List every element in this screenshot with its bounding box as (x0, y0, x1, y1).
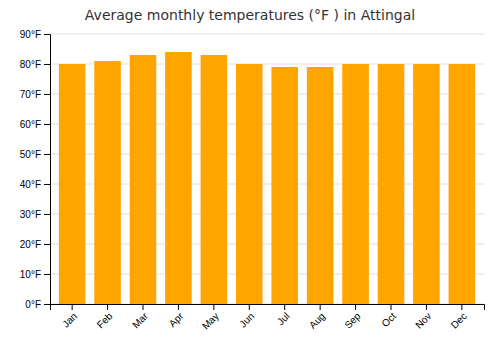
y-tick: 10°F (20, 269, 50, 280)
x-tick-label: Aug (307, 310, 327, 330)
grid-line (50, 34, 484, 35)
y-tick-mark (44, 94, 50, 95)
y-tick-label: 30°F (20, 209, 41, 220)
y-tick: 90°F (20, 29, 50, 40)
x-tick-mark (107, 304, 108, 310)
x-tick-mark (284, 304, 285, 310)
x-tick-mark (391, 304, 392, 310)
y-tick: 50°F (20, 149, 50, 160)
x-axis: Jan Feb Mar Apr May Jun Jul Aug Sep Oct Nov Dec (51, 304, 485, 332)
x-tick-label: Nov (413, 310, 433, 330)
x-tick-mark (72, 304, 73, 310)
y-tick: 80°F (20, 59, 50, 70)
y-tick-mark (44, 244, 50, 245)
x-tick-label: Dec (449, 310, 469, 330)
y-tick-label: 70°F (20, 89, 41, 100)
bar (449, 64, 476, 304)
x-tick-mark (249, 304, 250, 310)
bar (378, 64, 405, 304)
x-tick: Jul (275, 304, 292, 327)
y-tick-label: 50°F (20, 149, 41, 160)
y-tick-mark (44, 184, 50, 185)
y-tick: 0°F (25, 299, 50, 310)
y-tick: 60°F (20, 119, 50, 130)
x-tick-label: May (200, 310, 221, 331)
chart-container: 0°F 10°F 20°F 30°F 40°F 50°F 60°F 70°F 80°F 90°F J… (0, 0, 500, 350)
y-tick-label: 10°F (20, 269, 41, 280)
x-tick-mark (143, 304, 144, 310)
x-tick: Apr (167, 304, 186, 329)
bar (130, 55, 157, 304)
x-tick-mark (320, 304, 321, 310)
y-tick-label: 80°F (20, 59, 41, 70)
x-tick: May (200, 304, 221, 332)
x-tick: Dec (449, 304, 469, 331)
bar (307, 67, 334, 304)
bar (94, 61, 121, 304)
x-tick-label: Jul (275, 310, 292, 327)
x-tick-label: Sep (342, 310, 363, 331)
bar (271, 67, 298, 304)
y-tick-mark (44, 34, 50, 35)
bars (59, 52, 475, 304)
x-tick-label: Jun (237, 310, 256, 329)
x-axis-line (51, 305, 485, 311)
y-tick: 30°F (20, 209, 50, 220)
title: Average monthly temperatures (°F ) in At… (85, 7, 415, 23)
x-tick-label: Mar (130, 310, 150, 330)
x-tick-label: Apr (167, 310, 186, 329)
x-tick: Aug (307, 304, 327, 331)
bar (236, 64, 263, 304)
x-tick: Oct (379, 304, 398, 329)
x-tick: Jan (60, 304, 79, 330)
bar (59, 64, 86, 304)
y-tick-label: 0°F (25, 299, 41, 310)
x-tick-mark (213, 304, 214, 310)
plot: 0°F 10°F 20°F 30°F 40°F 50°F 60°F 70°F 80°F 90°F J… (20, 29, 485, 332)
chart-svg: 0°F 10°F 20°F 30°F 40°F 50°F 60°F 70°F 80°F 90°F J… (0, 0, 500, 350)
y-tick-label: 40°F (20, 179, 41, 190)
y-tick-mark (44, 274, 50, 275)
y-tick-mark (44, 64, 50, 65)
x-tick: Feb (95, 304, 115, 330)
x-tick: Mar (130, 304, 150, 330)
x-tick: Nov (413, 304, 433, 331)
y-tick-mark (44, 154, 50, 155)
x-tick-label: Jan (60, 310, 79, 329)
x-tick-mark (355, 304, 356, 310)
bar (165, 52, 192, 304)
bar (413, 64, 440, 304)
x-tick: Jun (237, 304, 256, 330)
y-tick-mark (44, 214, 50, 215)
y-tick-label: 90°F (20, 29, 41, 40)
y-tick: 20°F (20, 239, 50, 250)
y-tick: 40°F (20, 179, 50, 190)
x-tick: Sep (342, 304, 363, 331)
y-axis: 0°F 10°F 20°F 30°F 40°F 50°F 60°F 70°F 80°F 90°F (20, 29, 51, 310)
y-tick-label: 20°F (20, 239, 41, 250)
bar (201, 55, 228, 304)
y-axis-line (44, 35, 51, 305)
grid (50, 34, 484, 304)
y-tick-mark (44, 124, 50, 125)
y-tick-mark (44, 304, 50, 305)
x-tick-mark (461, 304, 462, 310)
x-tick-mark (178, 304, 179, 310)
x-tick-label: Feb (95, 310, 115, 330)
x-tick-mark (426, 304, 427, 310)
bar (342, 64, 369, 304)
y-tick: 70°F (20, 89, 50, 100)
y-tick-label: 60°F (20, 119, 41, 130)
x-tick-label: Oct (379, 310, 398, 329)
